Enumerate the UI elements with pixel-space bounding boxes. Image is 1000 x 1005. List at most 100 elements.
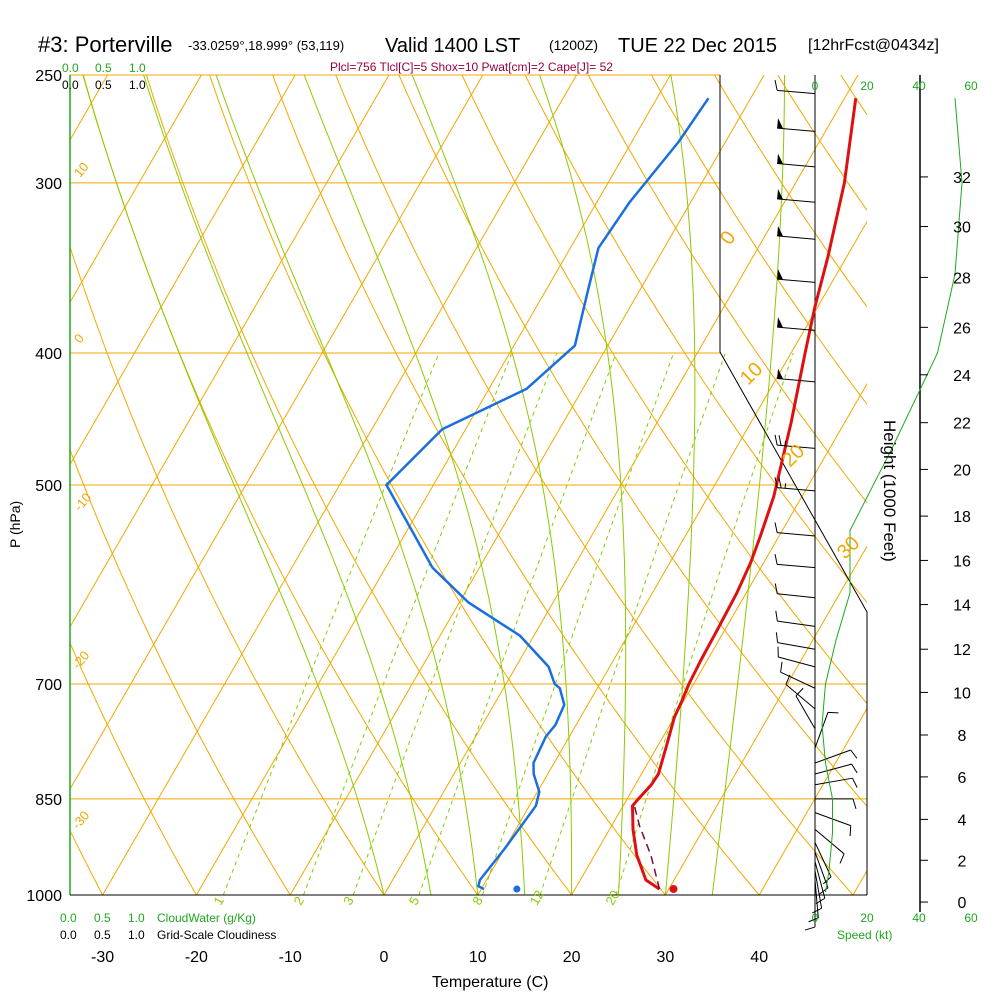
- height-tick-label: 14: [953, 598, 971, 615]
- gridscale-scale-0: 0.0: [60, 928, 77, 942]
- temperature-trace: [633, 98, 856, 889]
- height-tick-label: 10: [953, 685, 971, 702]
- pressure-tick-label: 500: [35, 478, 62, 495]
- temperature-tick-label: 20: [563, 949, 581, 966]
- height-tick-label: 2: [958, 853, 967, 870]
- isotherm-label: 10: [736, 358, 767, 389]
- mixing-ratio-line: [419, 353, 616, 895]
- cloud-top-black-0: 0.0: [62, 78, 79, 92]
- valid-time: Valid 1400 LST: [385, 35, 520, 57]
- isotherm-label: 10: [71, 159, 92, 180]
- isotherm-line: [853, 75, 1000, 895]
- temperature-tick-label: 10: [469, 949, 487, 966]
- isotherm-label: 20: [778, 440, 809, 471]
- temperature-tick-label: 30: [657, 949, 675, 966]
- speed-tick-label: 40: [912, 911, 926, 925]
- wind-barb: [777, 269, 815, 282]
- dry-adiabat-line: [201, 51, 665, 895]
- height-tick-label: 28: [953, 270, 971, 287]
- dry-adiabat-line: [139, 51, 572, 895]
- speed-tick-label: 20: [860, 911, 874, 925]
- pressure-tick-label: 250: [35, 68, 62, 85]
- cloudwater-scale-0: 0.0: [60, 911, 77, 925]
- cloudwater-scale-2: 1.0: [128, 911, 145, 925]
- height-tick-label: 12: [953, 642, 971, 659]
- surface-dewpoint-marker: [513, 886, 520, 893]
- wind-barb: [815, 764, 857, 774]
- wind-barb: [777, 369, 815, 382]
- pressure-tick-label: 700: [35, 677, 62, 694]
- mixing-ratio-label: 2: [291, 894, 308, 908]
- dry-adiabat-line: [76, 51, 477, 895]
- adiabat-grid: [0, 51, 1000, 895]
- speed-tick-label: 60: [964, 79, 978, 93]
- mixing-ratio-label: 1: [210, 894, 227, 908]
- parcel-trace: [634, 806, 659, 889]
- height-tick-label: 0: [958, 895, 967, 912]
- wind-barb: [777, 226, 815, 239]
- height-tick-label: 22: [953, 416, 971, 433]
- isobar-lines: [70, 75, 867, 895]
- dry-adiabat-line: [388, 51, 946, 895]
- isotherm-label: 0: [71, 331, 87, 346]
- pressure-tick-label: 850: [35, 792, 62, 809]
- cloud-top-label-2: 1.0: [129, 61, 146, 75]
- wind-barb: [775, 584, 815, 598]
- height-tick-label: 32: [953, 170, 971, 187]
- isotherm-line: [0, 75, 14, 895]
- speed-tick-label: 60: [964, 911, 978, 925]
- dry-adiabat-line: [638, 51, 1000, 895]
- wind-barb: [815, 778, 857, 787]
- height-tick-label: 26: [953, 320, 971, 337]
- mixing-ratio-label: 20: [602, 888, 622, 908]
- surface-temperature-marker: [670, 885, 678, 893]
- height-tick-label: 30: [953, 220, 971, 237]
- cloud-top-black-1: 0.5: [95, 78, 112, 92]
- cloud-top-label-0: 0.0: [62, 61, 79, 75]
- height-tick-label: 20: [953, 462, 971, 479]
- height-tick-label: 6: [958, 770, 967, 787]
- station-title: #3: Porterville: [38, 32, 173, 57]
- wind-barb: [777, 189, 815, 202]
- wind-barb: [815, 712, 838, 748]
- height-axis-title: Height (1000 Feet): [880, 420, 899, 562]
- speed-tick-label: 20: [860, 79, 874, 93]
- dry-adiabat-line: [0, 51, 196, 895]
- height-tick-label: 24: [953, 368, 971, 385]
- speed-axis-title: Speed (kt): [837, 928, 892, 942]
- mixing-ratio-line: [483, 353, 674, 895]
- wind-barb: [796, 688, 815, 729]
- mixing-ratio-label: 3: [340, 894, 357, 908]
- temperature-tick-label: 0: [380, 949, 389, 966]
- pressure-tick-label: 300: [35, 176, 62, 193]
- isotherm-label: -10: [71, 490, 95, 514]
- pressure-tick-label: 400: [35, 346, 62, 363]
- dry-adiabat-line: [825, 51, 1000, 895]
- mixing-ratio-label: 8: [469, 894, 486, 908]
- gridscale-label: Grid-Scale Cloudiness: [157, 928, 276, 942]
- wind-barb: [815, 842, 831, 883]
- height-tick-label: 16: [953, 553, 971, 570]
- temperature-tick-label: -20: [185, 949, 208, 966]
- wind-barb: [775, 80, 815, 94]
- pressure-tick-label: 1000: [26, 888, 62, 905]
- gridscale-scale-2: 1.0: [128, 928, 145, 942]
- x-axis-title: Temperature (C): [432, 974, 548, 991]
- dry-adiabat-line: [888, 51, 1000, 895]
- wind-barb: [778, 647, 815, 667]
- temperature-tick-label: -10: [279, 949, 302, 966]
- wind-barb: [775, 554, 815, 568]
- utc-time: (1200Z): [549, 37, 598, 53]
- cloudwater-scale-1: 0.5: [94, 911, 111, 925]
- wind-barbs: [775, 80, 857, 930]
- cloud-top-label-1: 0.5: [95, 61, 112, 75]
- speed-tick-label: 0: [812, 79, 819, 93]
- dry-adiabat-line: [576, 51, 1000, 895]
- dry-adiabat-line: [326, 51, 853, 895]
- wind-barb: [815, 799, 856, 809]
- height-tick-label: 18: [953, 509, 971, 526]
- mixing-ratio-line: [304, 353, 512, 895]
- stability-indices: Plcl=756 Tlcl[C]=5 Shox=10 Pwat[cm]=2 Ca…: [330, 60, 613, 74]
